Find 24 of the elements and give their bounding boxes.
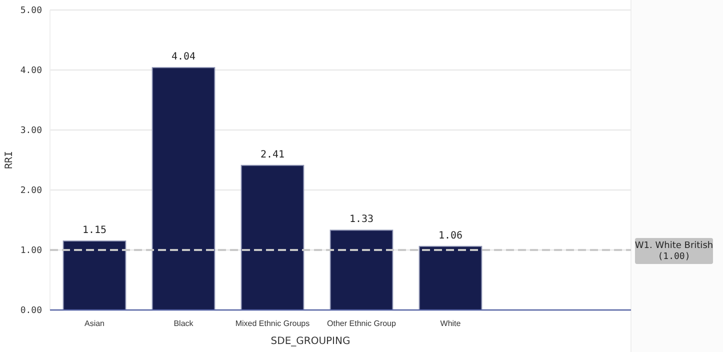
bar xyxy=(62,240,126,310)
y-tick-label: 0.00 xyxy=(20,306,42,316)
data-label: 1.15 xyxy=(82,225,107,236)
x-tick-label: Asian xyxy=(84,319,105,328)
y-tick-label: 3.00 xyxy=(20,126,42,136)
x-axis-title: SDE_GROUPING xyxy=(270,336,350,347)
y-tick-label: 5.00 xyxy=(20,6,42,16)
y-tick-label: 2.00 xyxy=(20,186,42,196)
bar xyxy=(240,164,304,310)
data-label: 1.06 xyxy=(438,230,463,242)
data-label: 1.33 xyxy=(349,214,374,226)
data-label: 4.04 xyxy=(171,52,196,63)
x-tick-label: Other Ethnic Group xyxy=(327,319,397,328)
y-tick-label: 4.00 xyxy=(20,66,42,76)
y-tick-label: 1.00 xyxy=(20,246,42,256)
ref-line-label: W1. White British (1.00) xyxy=(634,241,714,262)
data-label: 2.41 xyxy=(260,149,285,160)
bar xyxy=(330,230,394,310)
x-tick-label: Black xyxy=(174,319,194,328)
x-tick-label: White xyxy=(440,319,462,328)
bar xyxy=(418,246,482,310)
x-tick-label: Mixed Ethnic Groups xyxy=(235,319,310,328)
bar xyxy=(152,67,216,310)
y-axis-title: RRI xyxy=(4,150,15,170)
